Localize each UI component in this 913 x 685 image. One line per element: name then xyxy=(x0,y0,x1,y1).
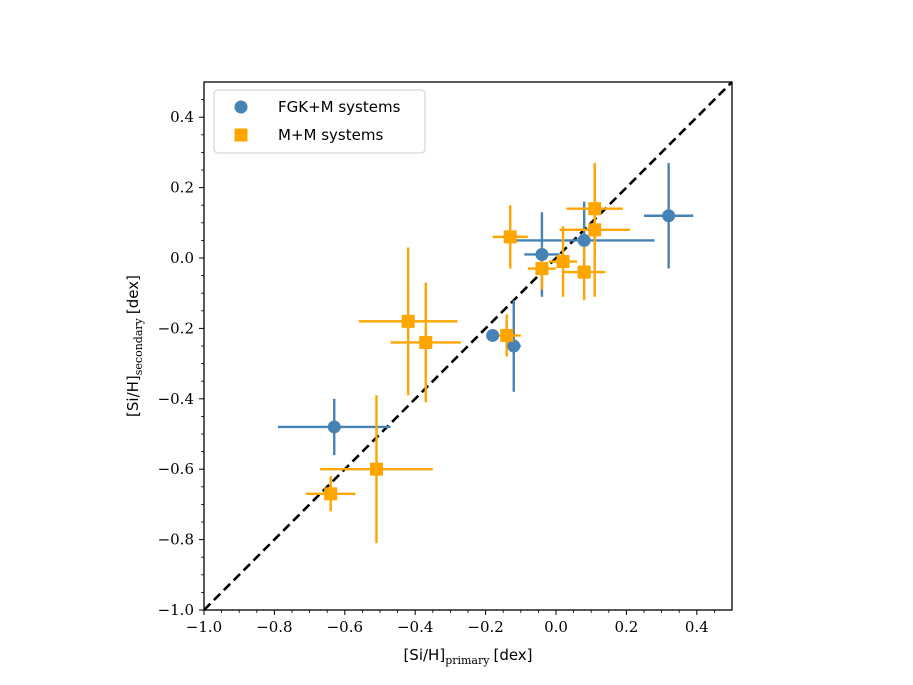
y-tick-label: −0.8 xyxy=(158,531,194,549)
data-point-circle xyxy=(662,209,676,223)
legend-label: M+M systems xyxy=(278,126,383,144)
y-tick-label: −0.4 xyxy=(158,390,194,408)
data-point-square xyxy=(535,262,549,276)
x-tick-label: 0.4 xyxy=(685,618,709,636)
x-tick-label: −0.8 xyxy=(256,618,292,636)
data-point-square xyxy=(369,462,383,476)
data-point-circle xyxy=(507,339,521,353)
data-point-circle xyxy=(577,233,591,247)
legend-marker-circle xyxy=(234,100,248,114)
marker-layer xyxy=(324,202,676,501)
x-tick-label: −1.0 xyxy=(186,618,222,636)
data-point-square xyxy=(588,202,602,216)
y-axis-label: [Si/H]secondary[dex] xyxy=(124,275,145,417)
data-point-square xyxy=(503,230,517,244)
y-tick-label: −1.0 xyxy=(158,601,194,619)
reference-line-layer xyxy=(203,81,733,611)
y-tick-label: 0.4 xyxy=(170,108,194,126)
data-point-square xyxy=(588,223,602,237)
x-tick-label: −0.4 xyxy=(397,618,433,636)
data-point-square xyxy=(500,328,514,342)
y-tick-label: 0.0 xyxy=(170,249,194,267)
x-tick-label: −0.2 xyxy=(467,618,503,636)
legend: FGK+M systems M+M systems xyxy=(213,89,426,154)
y-tick-label: −0.2 xyxy=(158,319,194,337)
x-tick-label: −0.6 xyxy=(327,618,363,636)
data-point-circle xyxy=(327,420,341,434)
legend-label: FGK+M systems xyxy=(278,98,401,116)
x-axis-label: [Si/H]primary [dex] xyxy=(403,646,532,667)
data-point-square xyxy=(401,314,415,328)
data-point-square xyxy=(324,487,338,501)
legend-box xyxy=(213,89,426,154)
data-point-circle xyxy=(486,328,500,342)
legend-marker-square xyxy=(234,128,248,142)
x-tick-label: 0.2 xyxy=(614,618,638,636)
data-point-circle xyxy=(535,247,549,261)
x-tick-label: 0.0 xyxy=(544,618,568,636)
tick-layer: −1.0 −0.8 −0.6 −0.4 −0.2 0.0 0.2 0.4 −1.0 −0.8 −0.… xyxy=(158,99,715,636)
y-tick-label: 0.2 xyxy=(170,179,194,197)
data-point-square xyxy=(556,255,570,269)
one-to-one-line xyxy=(203,81,733,611)
y-tick-label: −0.6 xyxy=(158,460,194,478)
data-point-square xyxy=(577,265,591,279)
data-point-square xyxy=(419,335,433,349)
errorbar-layer xyxy=(277,162,694,544)
